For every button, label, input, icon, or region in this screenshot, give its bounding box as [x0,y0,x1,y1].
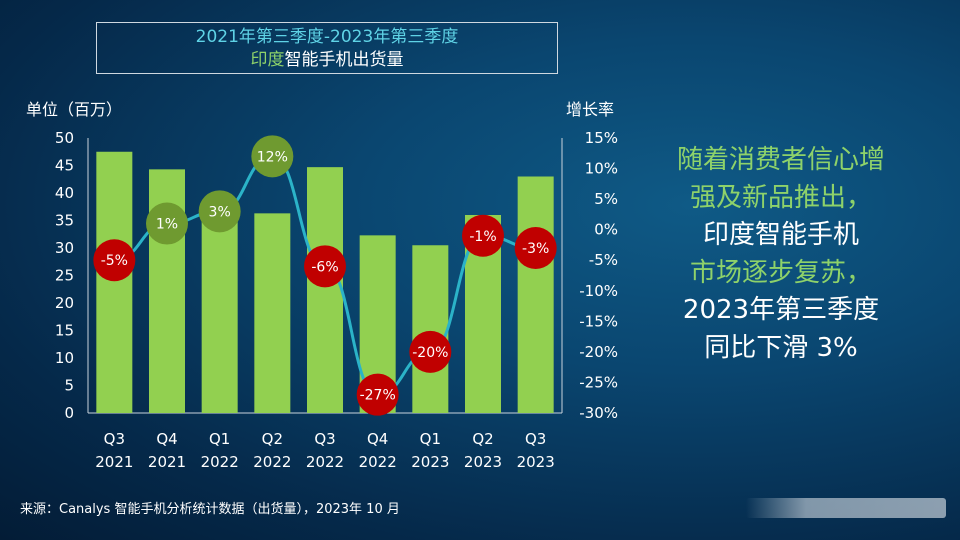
watermark [746,498,946,518]
growth-label: -3% [522,241,549,257]
side-text-line5: 2023年第三季度 [682,295,880,325]
left-tick-label: 35 [55,212,74,230]
shipment-chart: 5045403530252015105015%10%5%0%-5%-10%-15… [55,129,618,471]
left-tick-label: 20 [55,294,74,312]
growth-marker [356,373,399,416]
x-tick-quarter: Q4 [367,430,388,448]
side-text-line6: 同比下滑 3% [704,332,858,363]
growth-label: -6% [311,259,338,275]
bar [254,213,291,413]
x-tick-quarter: Q1 [209,430,230,448]
left-tick-label: 40 [55,184,74,202]
x-tick-quarter: Q4 [156,430,177,448]
growth-label: -27% [360,388,396,404]
growth-marker [198,190,241,233]
bar [412,245,449,413]
side-text-line2: 强及新品推出， [689,182,872,213]
growth-marker [93,239,136,282]
growth-label: 1% [156,217,178,233]
left-tick-label: 5 [64,377,74,395]
right-tick-label: -30% [579,404,618,422]
chart-title-highlight: 印度 [250,50,285,70]
growth-label: -1% [469,229,496,245]
side-text-line4: 市场逐步复苏， [689,257,872,288]
x-tick-year: 2022 [359,453,397,471]
side-text-line3: 印度智能手机 [702,220,859,250]
right-tick-label: 10% [585,160,618,178]
growth-label: -5% [101,253,128,269]
left-tick-label: 0 [64,404,74,422]
x-tick-year: 2023 [464,453,502,471]
growth-marker [409,330,452,373]
bar [96,151,133,413]
x-tick-year: 2022 [253,453,291,471]
x-tick-year: 2022 [201,453,239,471]
left-axis-label: 单位（百万） [26,100,123,119]
x-tick-quarter: Q3 [314,430,335,448]
x-tick-year: 2021 [148,453,186,471]
growth-label: 12% [257,149,288,165]
growth-marker [251,135,294,178]
bar [517,176,554,413]
x-tick-quarter: Q3 [104,430,125,448]
x-tick-year: 2023 [517,453,555,471]
right-tick-label: -10% [579,282,618,300]
right-tick-label: -15% [579,312,618,330]
growth-label: -20% [412,345,448,361]
chart-title-line1: 2021年第三季度-2023年第三季度 [195,27,459,47]
left-tick-label: 25 [55,267,74,285]
bar [307,167,343,413]
right-tick-label: -5% [589,251,618,269]
bar [201,206,238,413]
right-tick-label: -20% [579,343,618,361]
x-tick-quarter: Q2 [262,430,283,448]
chart-title-line2: 印度智能手机出货量 [97,49,557,71]
side-commentary: 随着消费者信心增 强及新品推出， 印度智能手机 市场逐步复苏， 2023年第三季… [636,142,926,367]
x-tick-year: 2021 [95,453,133,471]
side-text-line1: 随着消费者信心增 [676,145,885,175]
growth-label: 3% [209,204,231,220]
x-tick-quarter: Q2 [472,430,493,448]
right-tick-label: 0% [594,221,618,239]
left-tick-label: 10 [55,349,74,367]
right-tick-label: 15% [585,129,618,147]
left-tick-label: 50 [55,129,74,147]
growth-marker [146,202,188,245]
growth-marker [514,227,557,269]
growth-marker [304,245,346,288]
left-tick-label: 30 [55,239,74,257]
left-tick-label: 45 [55,157,74,175]
x-tick-year: 2023 [411,453,449,471]
chart-title-rest: 智能手机出货量 [284,50,404,70]
growth-marker [462,214,504,257]
right-axis-label: 增长率 [566,100,615,119]
chart-title-box: 2021年第三季度-2023年第三季度 印度智能手机出货量 [96,22,558,74]
right-tick-label: 5% [594,190,618,208]
x-tick-year: 2022 [306,453,344,471]
x-tick-quarter: Q1 [420,430,441,448]
source-note: 来源：Canalys 智能手机分析统计数据（出货量），2023年 10 月 [20,502,400,517]
x-tick-quarter: Q3 [525,430,546,448]
right-tick-label: -25% [579,373,618,391]
left-tick-label: 15 [55,322,74,340]
